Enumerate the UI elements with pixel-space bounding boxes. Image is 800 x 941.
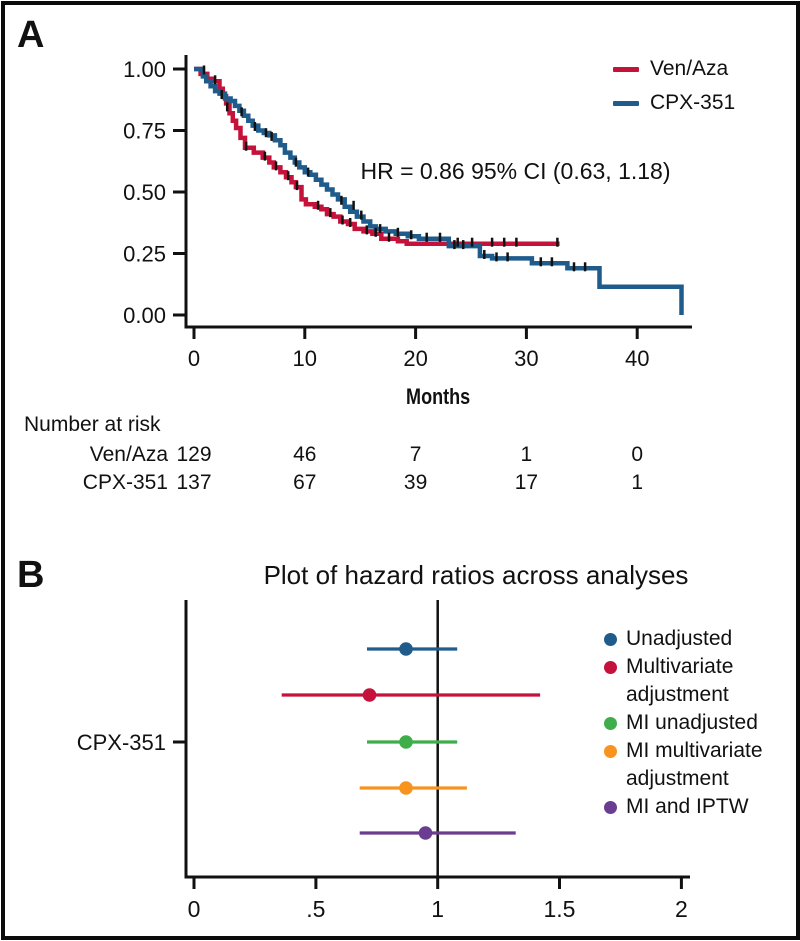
km-legend-label: CPX-351: [650, 91, 736, 114]
svg-text:40: 40: [625, 346, 649, 371]
svg-text:0.50: 0.50: [123, 180, 166, 205]
km-legend-item-cpx351: CPX-351: [613, 89, 735, 117]
svg-text:0.00: 0.00: [123, 303, 166, 328]
risk-count: 137: [176, 471, 212, 494]
risk-count: 39: [403, 471, 428, 494]
forest-legend-label: Multivariate adjustment: [626, 655, 734, 706]
risk-count: 46: [293, 443, 317, 466]
risk-row-label-venaza: Ven/Aza: [89, 443, 168, 466]
km-legend-item-venaza: Ven/Aza: [613, 55, 735, 83]
x-axis-title-months: Months: [405, 384, 471, 409]
svg-text:1.00: 1.00: [123, 57, 166, 82]
mi-multivariate-dot-swatch: [604, 745, 617, 758]
svg-text:0: 0: [188, 346, 200, 371]
svg-text:10: 10: [293, 346, 317, 371]
svg-text:0.75: 0.75: [123, 119, 166, 144]
risk-count: 1: [520, 443, 533, 466]
forest-legend: Unadjusted Multivariate adjustment MI un…: [604, 625, 786, 821]
risk-count: 0: [631, 443, 644, 466]
risk-row-label-cpx351: CPX-351: [82, 471, 168, 494]
forest-legend-item-multivariate: Multivariate adjustment: [604, 653, 786, 709]
cpx351-line-swatch: [613, 100, 639, 106]
risk-count: 67: [293, 471, 317, 494]
multivariate-dot-swatch: [604, 661, 617, 674]
forest-legend-item-unadjusted: Unadjusted: [604, 625, 786, 653]
risk-table-title: Number at risk: [24, 413, 161, 436]
svg-text:CPX-351: CPX-351: [77, 730, 166, 755]
km-legend: Ven/Aza CPX-351: [613, 55, 735, 117]
svg-text:.5: .5: [306, 896, 325, 922]
venaza-line-swatch: [613, 66, 639, 72]
km-survival-plot: 0.00 0.25 0.50 0.75 1.00 0 10 20 30 40: [123, 55, 692, 371]
hazard-ratio-annotation: HR = 0.86 95% CI (0.63, 1.18): [360, 158, 671, 184]
mi-iptw-dot-swatch: [604, 801, 617, 814]
forest-legend-label: Unadjusted: [626, 627, 733, 650]
svg-text:0: 0: [188, 896, 201, 922]
unadjusted-dot-swatch: [604, 633, 617, 646]
km-legend-label: Ven/Aza: [650, 57, 729, 80]
svg-text:0.25: 0.25: [123, 242, 166, 267]
svg-text:1: 1: [431, 896, 444, 922]
forest-legend-label: MI multivariate adjustment: [626, 739, 763, 790]
forest-legend-label: MI unadjusted: [626, 711, 758, 734]
forest-legend-item-mi-iptw: MI and IPTW: [604, 793, 786, 821]
svg-text:1.5: 1.5: [544, 896, 576, 922]
risk-count: 129: [176, 443, 212, 466]
panel-b-label: B: [17, 554, 45, 596]
svg-text:30: 30: [514, 346, 538, 371]
forest-plot-title: Plot of hazard ratios across analyses: [263, 560, 689, 590]
risk-count: 7: [409, 443, 422, 466]
forest-legend-item-mi-multivariate: MI multivariate adjustment: [604, 737, 786, 793]
svg-text:2: 2: [675, 896, 688, 922]
forest-plot: CPX-351 0 .5 1 1.5 2: [77, 600, 690, 922]
risk-count: 1: [631, 471, 644, 494]
mi-unadjusted-dot-swatch: [604, 717, 617, 730]
forest-legend-label: MI and IPTW: [626, 795, 749, 818]
panel-a-label: A: [17, 14, 45, 56]
forest-legend-item-mi-unadjusted: MI unadjusted: [604, 709, 786, 737]
risk-count: 17: [514, 471, 539, 494]
svg-text:20: 20: [403, 346, 427, 371]
